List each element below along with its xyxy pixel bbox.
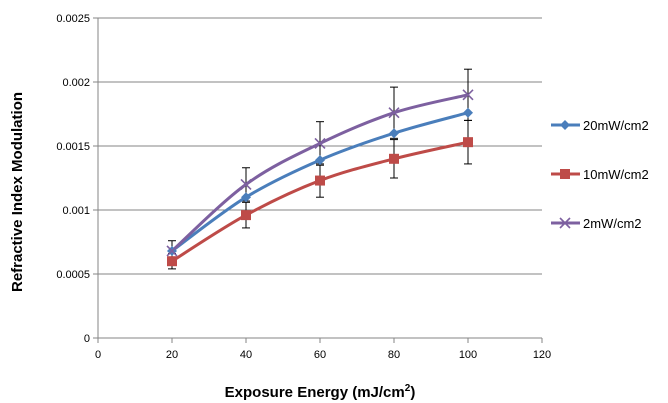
- tick-labels: 0 0.0005 0.001 0.0015 0.002 0.0025 0 20 40 60 80 10…: [56, 13, 551, 361]
- legend-label: 20mW/cm2: [583, 118, 649, 133]
- data-point-2mw-cm2: [166, 245, 178, 257]
- legend: 20mW/cm2 10mW/cm2 2mW/cm2: [551, 118, 649, 231]
- x-tick-label: 80: [388, 349, 400, 361]
- data-point-2mw-cm2: [314, 137, 326, 150]
- series-markers: [166, 89, 474, 267]
- legend-swatch-marker: [560, 120, 570, 130]
- data-point-10mw-cm2: [167, 256, 177, 267]
- x-axis-title: Exposure Energy (mJ/cm2): [225, 383, 416, 401]
- y-tick-label: 0.0025: [56, 13, 90, 25]
- marker-stroke: [166, 245, 178, 257]
- x-axis-title-main: Exposure Energy (mJ/cm: [225, 384, 405, 401]
- data-point-20mw-cm2: [315, 155, 325, 166]
- axes: [93, 17, 543, 343]
- error-bars: [168, 68, 472, 270]
- data-point-20mw-cm2: [389, 128, 399, 139]
- data-point-2mw-cm2: [462, 89, 474, 101]
- marker-stroke: [462, 89, 474, 101]
- data-point-10mw-cm2: [241, 210, 251, 221]
- y-axis-title: Refractive Index Modulation: [9, 92, 26, 292]
- y-tick-label: 0.002: [62, 77, 90, 89]
- data-point-10mw-cm2: [389, 153, 399, 164]
- marker-stroke: [240, 178, 252, 190]
- data-point-2mw-cm2: [240, 178, 252, 190]
- marker-stroke: [314, 137, 326, 150]
- x-tick-label: 20: [166, 349, 178, 361]
- data-point-10mw-cm2: [315, 175, 325, 186]
- legend-swatch-marker: [559, 217, 571, 229]
- marker-stroke: [388, 107, 400, 119]
- legend-label: 10mW/cm2: [583, 167, 649, 182]
- x-axis-title-superscript: 2: [405, 383, 411, 394]
- y-tick-label: 0.001: [62, 205, 90, 217]
- data-point-10mw-cm2: [463, 137, 473, 148]
- data-point-20mw-cm2: [463, 107, 473, 118]
- x-tick-label: 100: [459, 349, 477, 361]
- legend-item-2mw-cm2: 2mW/cm2: [551, 216, 642, 231]
- x-tick-label: 120: [533, 349, 551, 361]
- legend-swatch-marker: [560, 169, 570, 179]
- legend-item-10mw-cm2: 10mW/cm2: [551, 167, 649, 182]
- y-tick-label: 0.0015: [56, 141, 90, 153]
- x-tick-label: 40: [240, 349, 252, 361]
- x-axis-title-end: ): [410, 384, 415, 401]
- data-point-2mw-cm2: [388, 107, 400, 119]
- marker-stroke: [559, 217, 571, 229]
- y-tick-label: 0: [84, 333, 90, 345]
- x-tick-label: 60: [314, 349, 326, 361]
- data-point-20mw-cm2: [241, 192, 251, 203]
- y-tick-label: 0.0005: [56, 269, 90, 281]
- legend-label: 2mW/cm2: [583, 216, 642, 231]
- x-tick-label: 0: [95, 349, 101, 361]
- legend-item-20mw-cm2: 20mW/cm2: [551, 118, 649, 133]
